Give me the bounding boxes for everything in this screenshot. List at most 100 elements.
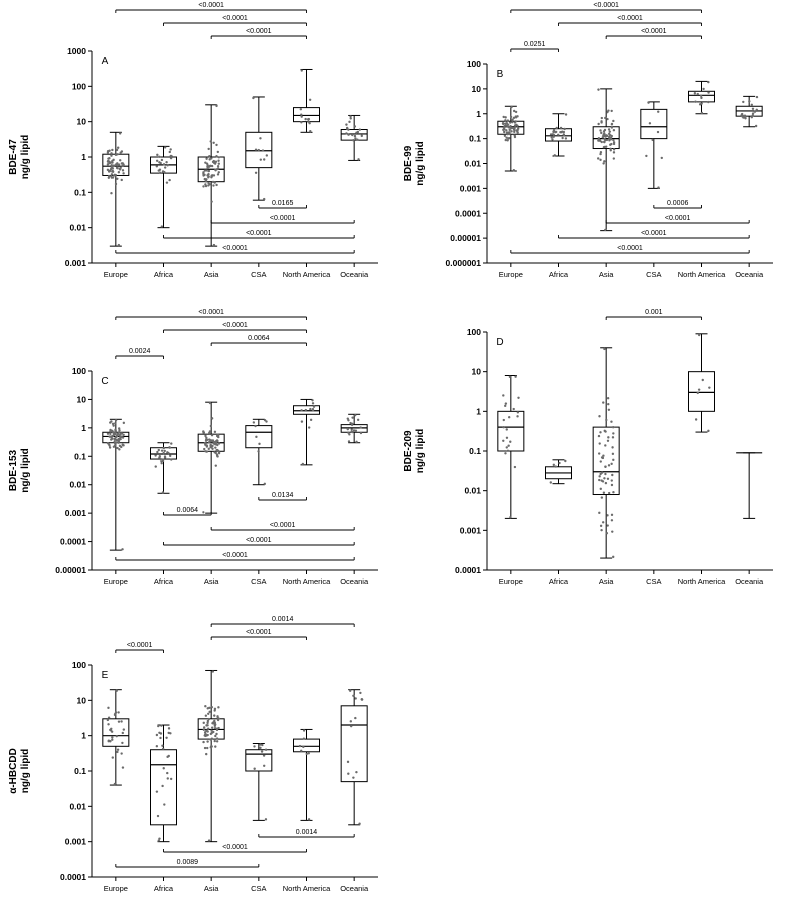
svg-text:CSA: CSA <box>251 270 266 279</box>
svg-text:Asia: Asia <box>599 577 614 586</box>
svg-text:CSA: CSA <box>646 577 661 586</box>
svg-text:0.0134: 0.0134 <box>272 492 294 499</box>
svg-text:<0.0001: <0.0001 <box>246 629 272 636</box>
svg-text:<0.0001: <0.0001 <box>617 245 643 252</box>
svg-text:B: B <box>497 69 504 80</box>
svg-text:10: 10 <box>77 695 87 705</box>
svg-text:0.0165: 0.0165 <box>272 200 294 207</box>
svg-text:0.0001: 0.0001 <box>455 208 481 218</box>
svg-text:<0.0001: <0.0001 <box>246 230 272 237</box>
svg-text:0.001: 0.001 <box>645 309 663 316</box>
svg-text:Europe: Europe <box>104 577 128 586</box>
svg-text:Asia: Asia <box>599 270 614 279</box>
svg-text:0.01: 0.01 <box>69 223 86 233</box>
svg-text:North America: North America <box>678 270 726 279</box>
svg-text:Oceania: Oceania <box>735 577 764 586</box>
svg-text:Africa: Africa <box>154 270 174 279</box>
svg-text:CSA: CSA <box>646 270 661 279</box>
svg-text:ng/g lipid: ng/g lipid <box>415 141 426 185</box>
svg-text:North America: North America <box>283 884 331 893</box>
svg-text:Africa: Africa <box>154 577 174 586</box>
svg-text:0.0064: 0.0064 <box>177 507 199 514</box>
svg-text:0.1: 0.1 <box>469 134 481 144</box>
svg-text:0.001: 0.001 <box>460 525 482 535</box>
svg-text:<0.0001: <0.0001 <box>222 844 248 851</box>
svg-text:100: 100 <box>72 81 86 91</box>
svg-text:0.0001: 0.0001 <box>455 565 481 575</box>
svg-text:100: 100 <box>72 660 86 670</box>
svg-text:1: 1 <box>476 406 481 416</box>
svg-text:0.1: 0.1 <box>74 451 86 461</box>
svg-text:North America: North America <box>283 577 331 586</box>
svg-text:BDE-153: BDE-153 <box>8 450 19 492</box>
svg-text:0.001: 0.001 <box>460 183 482 193</box>
svg-text:0.0089: 0.0089 <box>177 859 199 866</box>
svg-text:0.0001: 0.0001 <box>60 537 86 547</box>
svg-text:0.001: 0.001 <box>65 837 87 847</box>
svg-text:0.00001: 0.00001 <box>450 233 481 243</box>
panel-d-chart: 100 10 1 0.1 0.01 0.001 0.0001 Europe Africa Asia… <box>403 307 773 586</box>
panel-c: 100 10 1 0.1 0.01 0.001 0.0001 0.00001 Europe Afr… <box>0 307 395 607</box>
panel-c-chart: 100 10 1 0.1 0.01 0.001 0.0001 0.00001 Europe Afr… <box>8 307 378 586</box>
svg-text:ng/g lipid: ng/g lipid <box>20 749 31 793</box>
svg-text:<0.0001: <0.0001 <box>222 245 248 252</box>
svg-text:<0.0001: <0.0001 <box>593 2 619 9</box>
svg-text:10: 10 <box>472 84 482 94</box>
svg-text:0.0006: 0.0006 <box>667 200 689 207</box>
svg-text:1: 1 <box>81 423 86 433</box>
svg-text:<0.0001: <0.0001 <box>198 2 224 9</box>
panel-e-chart: 100 10 1 0.1 0.01 0.001 0.0001 Europe Africa Asia… <box>8 614 378 893</box>
svg-text:<0.0001: <0.0001 <box>127 642 153 649</box>
svg-text:<0.0001: <0.0001 <box>665 215 691 222</box>
svg-text:0.0014: 0.0014 <box>272 616 294 623</box>
svg-text:North America: North America <box>283 270 331 279</box>
svg-text:α-HBCDD: α-HBCDD <box>8 748 19 794</box>
svg-text:BDE-99: BDE-99 <box>403 145 414 181</box>
svg-text:D: D <box>496 337 503 348</box>
svg-text:0.0064: 0.0064 <box>248 335 270 342</box>
svg-text:Oceania: Oceania <box>340 270 369 279</box>
svg-text:<0.0001: <0.0001 <box>222 15 248 22</box>
svg-text:North America: North America <box>678 577 726 586</box>
svg-text:Africa: Africa <box>549 270 569 279</box>
svg-text:0.00001: 0.00001 <box>55 565 86 575</box>
svg-text:1: 1 <box>81 731 86 741</box>
svg-text:ng/g lipid: ng/g lipid <box>20 448 31 492</box>
svg-text:E: E <box>102 670 109 681</box>
svg-text:A: A <box>102 56 109 67</box>
svg-text:100: 100 <box>467 327 481 337</box>
svg-text:10: 10 <box>77 117 87 127</box>
svg-text:100: 100 <box>467 59 481 69</box>
svg-text:<0.0001: <0.0001 <box>198 309 224 316</box>
svg-text:10: 10 <box>472 367 482 377</box>
svg-text:Asia: Asia <box>204 577 219 586</box>
svg-text:0.0001: 0.0001 <box>60 872 86 882</box>
svg-text:<0.0001: <0.0001 <box>246 28 272 35</box>
svg-text:Asia: Asia <box>204 884 219 893</box>
svg-text:ng/g lipid: ng/g lipid <box>20 135 31 179</box>
svg-text:Oceania: Oceania <box>340 884 369 893</box>
panel-e: 100 10 1 0.1 0.01 0.001 0.0001 Europe Africa Asia… <box>0 614 395 914</box>
svg-text:1000: 1000 <box>67 46 86 56</box>
svg-text:Europe: Europe <box>104 270 128 279</box>
svg-text:<0.0001: <0.0001 <box>641 28 667 35</box>
svg-text:Africa: Africa <box>549 577 569 586</box>
svg-text:0.001: 0.001 <box>65 258 87 268</box>
svg-text:Europe: Europe <box>499 577 523 586</box>
svg-text:100: 100 <box>72 366 86 376</box>
svg-text:Oceania: Oceania <box>340 577 369 586</box>
svg-text:0.000001: 0.000001 <box>446 258 482 268</box>
svg-text:Africa: Africa <box>154 884 174 893</box>
svg-text:0.1: 0.1 <box>74 187 86 197</box>
svg-text:0.1: 0.1 <box>469 446 481 456</box>
svg-text:0.01: 0.01 <box>69 801 86 811</box>
svg-text:0.0251: 0.0251 <box>524 41 546 48</box>
svg-text:1: 1 <box>476 109 481 119</box>
svg-text:CSA: CSA <box>251 577 266 586</box>
svg-text:Asia: Asia <box>204 270 219 279</box>
panel-a: 1000 100 10 1 0.1 0.01 0.001 Europe Africa Asia CS… <box>0 0 395 300</box>
svg-text:<0.0001: <0.0001 <box>246 537 272 544</box>
svg-text:<0.0001: <0.0001 <box>222 322 248 329</box>
svg-text:C: C <box>101 376 108 387</box>
svg-text:0.01: 0.01 <box>69 480 86 490</box>
